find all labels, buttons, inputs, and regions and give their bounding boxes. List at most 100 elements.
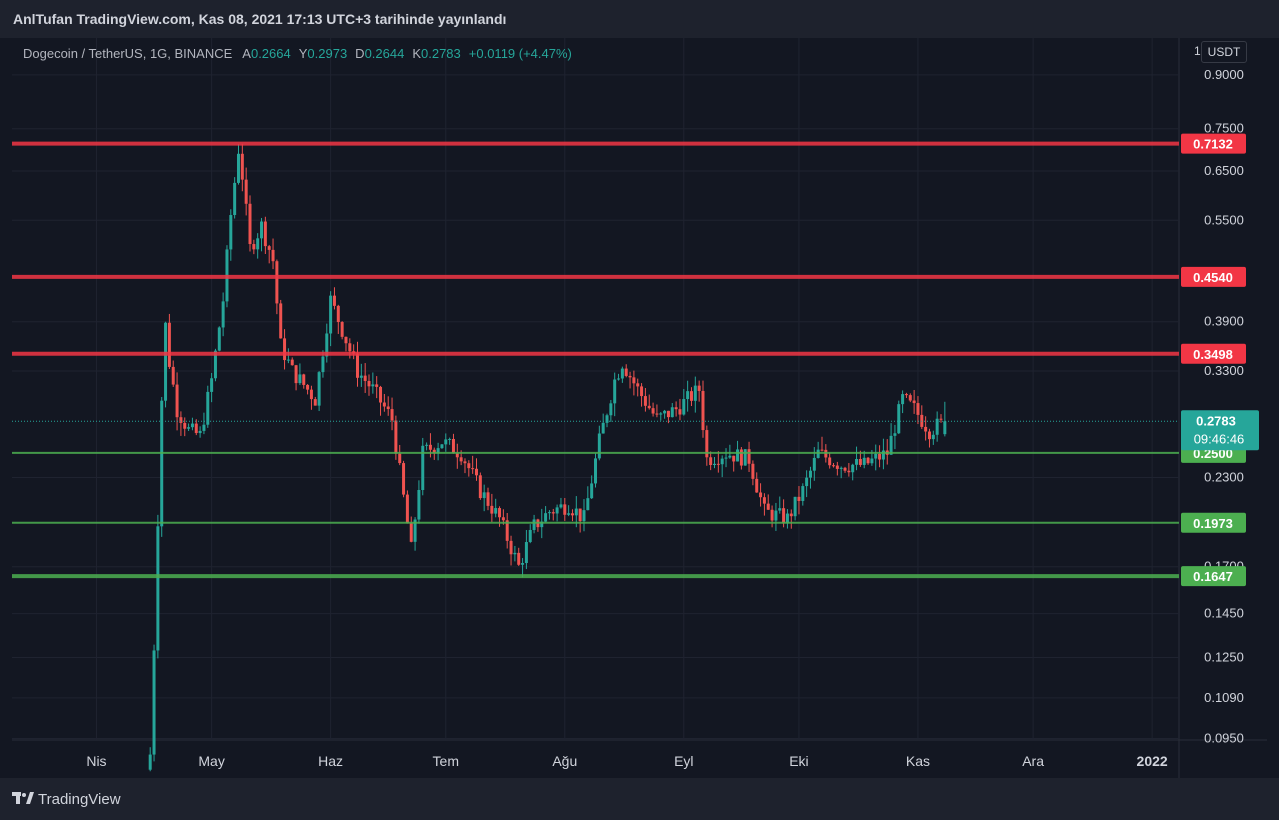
chart-area[interactable]: 0.9000 0.7500 0.6500 0.5500 0.3900 0.3300 0.23… [12,38,1267,778]
candle-body [686,391,690,400]
candle-body [306,384,310,390]
candle-body [482,492,486,499]
candle-body [229,215,233,250]
time-tick-label: Haz [318,753,343,769]
candle-body [601,422,605,434]
level-price-tag [1181,133,1246,154]
candle-body [716,463,720,465]
candle-body [417,490,421,520]
candle-body [713,463,717,466]
level-price-label: 0.3498 [1193,347,1233,362]
level-price-label: 0.7132 [1193,137,1233,152]
candle-body [904,394,908,396]
time-tick-label: May [198,753,224,769]
open-label: A [242,46,251,61]
candle-body [402,463,406,495]
candle-body [613,379,617,404]
level-price-label: 0.1973 [1193,516,1233,531]
candle-body [501,517,505,521]
price-tick-label: 0.9000 [1204,67,1244,82]
price-tick-label: 0.1090 [1204,690,1244,705]
candlestick-chart[interactable]: 0.9000 0.7500 0.6500 0.5500 0.3900 0.3300 0.23… [12,38,1267,778]
candle-body [689,391,693,401]
candle-body [617,378,621,380]
candle-body [355,353,359,378]
candle-body [206,391,210,425]
time-tick-label: Eyl [674,753,693,769]
candle-body [647,405,651,409]
candle-body [294,365,298,384]
candle-body [213,350,217,379]
candle-body [912,400,916,404]
candle-body [513,552,517,555]
candle-body [413,519,417,542]
candle-body [463,461,467,464]
candle-body [382,402,386,407]
candle-body [494,508,498,514]
candle-body [474,468,478,476]
candle-body [325,333,329,357]
candle-body [927,431,931,440]
tradingview-logo[interactable]: TradingView [12,791,121,808]
symbol-name[interactable]: Dogecoin / TetherUS, 1G, BINANCE [23,46,233,61]
candle-body [759,492,763,498]
candle-body [597,433,601,459]
candle-body [371,384,375,387]
candle-body [432,449,436,454]
candle-body [782,508,786,524]
price-tick-label: 0.5500 [1204,212,1244,227]
candle-body [263,221,267,247]
currency-unit-button[interactable]: USDT [1201,41,1247,63]
level-price-label: 0.1647 [1193,569,1233,584]
candle-body [766,503,770,510]
candle-body [152,650,156,755]
price-tick-label: 0.1250 [1204,649,1244,664]
candle-body [916,403,920,415]
time-tick-label: 2022 [1137,753,1168,769]
close-label: K [412,46,421,61]
candle-body [198,430,202,434]
candle-body [843,467,847,471]
brand-name: TradingView [38,790,121,808]
candle-body [267,246,271,250]
price-tick-label: 0.7500 [1204,121,1244,136]
candle-body [901,394,905,405]
candle-body [797,496,801,501]
candle-body [774,510,778,521]
candle-body [670,407,674,418]
candle-body [897,404,901,434]
candle-body [486,492,490,506]
candle-body [855,459,859,465]
time-tick-label: Ağu [552,753,577,769]
price-tick-label: 0.6500 [1204,163,1244,178]
candle-body [210,378,214,392]
level-price-tag [1181,266,1246,287]
candle-body [655,413,659,415]
candle-body [551,512,555,514]
candle-body [736,449,740,462]
candle-body [632,377,636,384]
candle-body [697,385,701,391]
candle-body [785,513,789,524]
high-value: 0.2973 [307,46,348,61]
candle-body [908,395,912,401]
candle-body [793,496,797,517]
candle-body [183,422,187,429]
candle-body [682,399,686,415]
tradingview-logo-icon [12,792,34,804]
candle-body [375,384,379,387]
candle-body [221,301,225,328]
candle-body [555,507,559,514]
candle-body [233,182,237,216]
candle-body [164,322,168,401]
candle-body [467,463,471,469]
candle-body [893,433,897,436]
candle-body [874,453,878,459]
change-value: +0.0119 (+4.47%) [468,46,572,61]
candle-body [732,455,736,462]
candle-body [605,415,609,423]
candle-body [340,322,344,337]
candle-body [862,457,866,465]
candle-body [567,513,571,515]
candle-body [194,423,198,434]
